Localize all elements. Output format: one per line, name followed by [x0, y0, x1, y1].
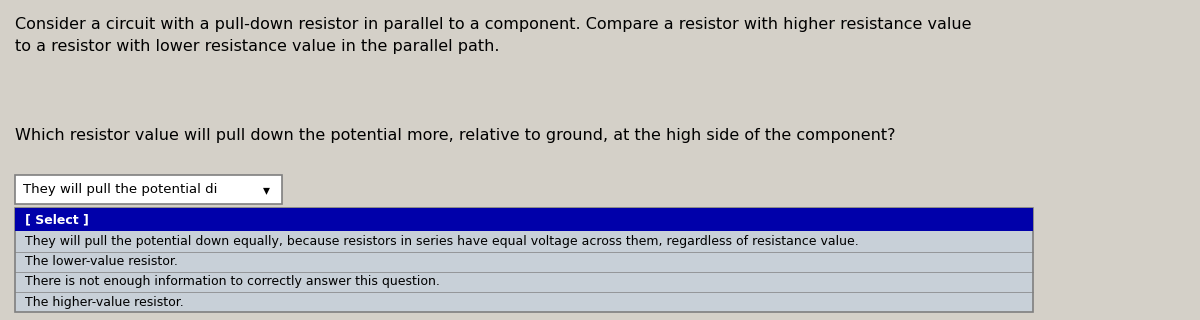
Text: They will pull the potential di: They will pull the potential di — [24, 183, 217, 196]
Text: The lower-value resistor.: The lower-value resistor. — [24, 255, 178, 268]
Text: [ Select ]: [ Select ] — [24, 213, 89, 226]
FancyBboxPatch shape — [16, 175, 282, 204]
Text: ▾: ▾ — [264, 183, 270, 197]
Text: Which resistor value will pull down the potential more, relative to ground, at t: Which resistor value will pull down the … — [16, 128, 896, 143]
FancyBboxPatch shape — [16, 208, 1033, 312]
Text: The higher-value resistor.: The higher-value resistor. — [24, 296, 184, 309]
FancyBboxPatch shape — [16, 208, 1033, 231]
Text: They will pull the potential down equally, because resistors in series have equa: They will pull the potential down equall… — [24, 235, 858, 248]
Text: There is not enough information to correctly answer this question.: There is not enough information to corre… — [24, 276, 439, 288]
Text: Consider a circuit with a pull-down resistor in parallel to a component. Compare: Consider a circuit with a pull-down resi… — [16, 17, 972, 54]
